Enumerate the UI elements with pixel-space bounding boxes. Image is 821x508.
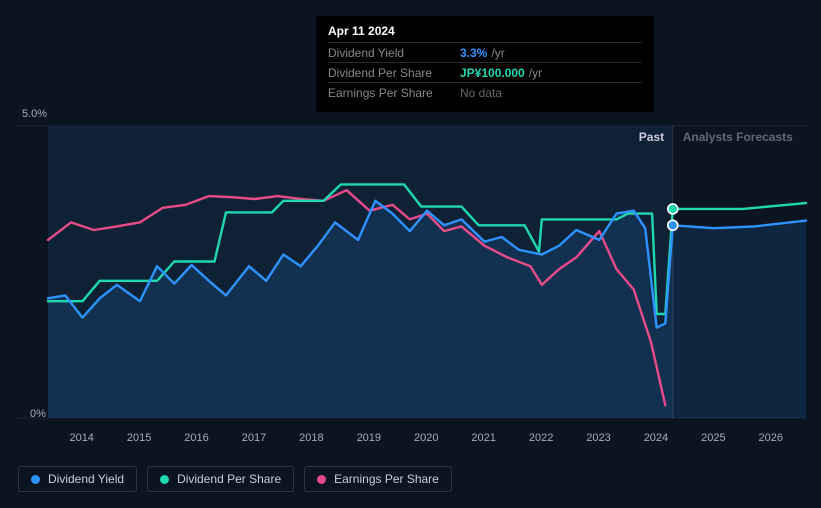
legend-item[interactable]: Dividend Per Share <box>147 466 294 492</box>
tooltip-row-label: Dividend Per Share <box>328 66 440 80</box>
x-axis-label: 2021 <box>471 432 495 444</box>
region-label-past: Past <box>639 130 664 144</box>
legend-label: Dividend Yield <box>48 472 124 486</box>
tooltip-row-label: Earnings Per Share <box>328 86 440 100</box>
legend-label: Dividend Per Share <box>177 472 281 486</box>
x-axis-label: 2025 <box>701 432 725 444</box>
x-axis-label: 2015 <box>127 432 151 444</box>
tooltip-row-unit: /yr <box>529 66 542 80</box>
x-axis-label: 2023 <box>586 432 610 444</box>
legend-item[interactable]: Dividend Yield <box>18 466 137 492</box>
x-axis-label: 2014 <box>69 432 93 444</box>
dividend-chart: Apr 11 2024 Dividend Yield3.3%/yrDividen… <box>0 0 821 508</box>
tooltip-row: Dividend Yield 3.3% /yr <box>328 42 642 62</box>
legend-dot-icon <box>31 475 40 484</box>
y-axis-min-label: 0% <box>30 408 46 420</box>
tooltip-row-unit: /yr <box>491 46 504 60</box>
x-axis-label: 2024 <box>644 432 668 444</box>
x-axis-label: 2017 <box>242 432 266 444</box>
legend: Dividend Yield Dividend Per Share Earnings… <box>18 466 452 492</box>
tooltip-date: Apr 11 2024 <box>328 24 642 42</box>
x-axis-label: 2022 <box>529 432 553 444</box>
tooltip-row-value: No data <box>460 86 502 100</box>
legend-dot-icon <box>160 475 169 484</box>
x-axis-label: 2019 <box>357 432 381 444</box>
x-axis-label: 2018 <box>299 432 323 444</box>
y-axis-max-label: 5.0% <box>22 108 47 120</box>
tooltip-row-value: JP¥100.000 <box>460 66 525 80</box>
tooltip-row-value: 3.3% <box>460 46 487 60</box>
region-label-forecast: Analysts Forecasts <box>683 130 793 144</box>
tooltip-row: Earnings Per Share No data <box>328 82 642 102</box>
x-axis-label: 2026 <box>759 432 783 444</box>
tooltip-row-label: Dividend Yield <box>328 46 440 60</box>
chart-tooltip: Apr 11 2024 Dividend Yield3.3%/yrDividen… <box>316 16 654 112</box>
x-axis-label: 2016 <box>184 432 208 444</box>
x-axis-label: 2020 <box>414 432 438 444</box>
tooltip-row: Dividend Per Share JP¥100.000/yr <box>328 62 642 82</box>
legend-label: Earnings Per Share <box>334 472 439 486</box>
legend-dot-icon <box>317 475 326 484</box>
legend-item[interactable]: Earnings Per Share <box>304 466 452 492</box>
